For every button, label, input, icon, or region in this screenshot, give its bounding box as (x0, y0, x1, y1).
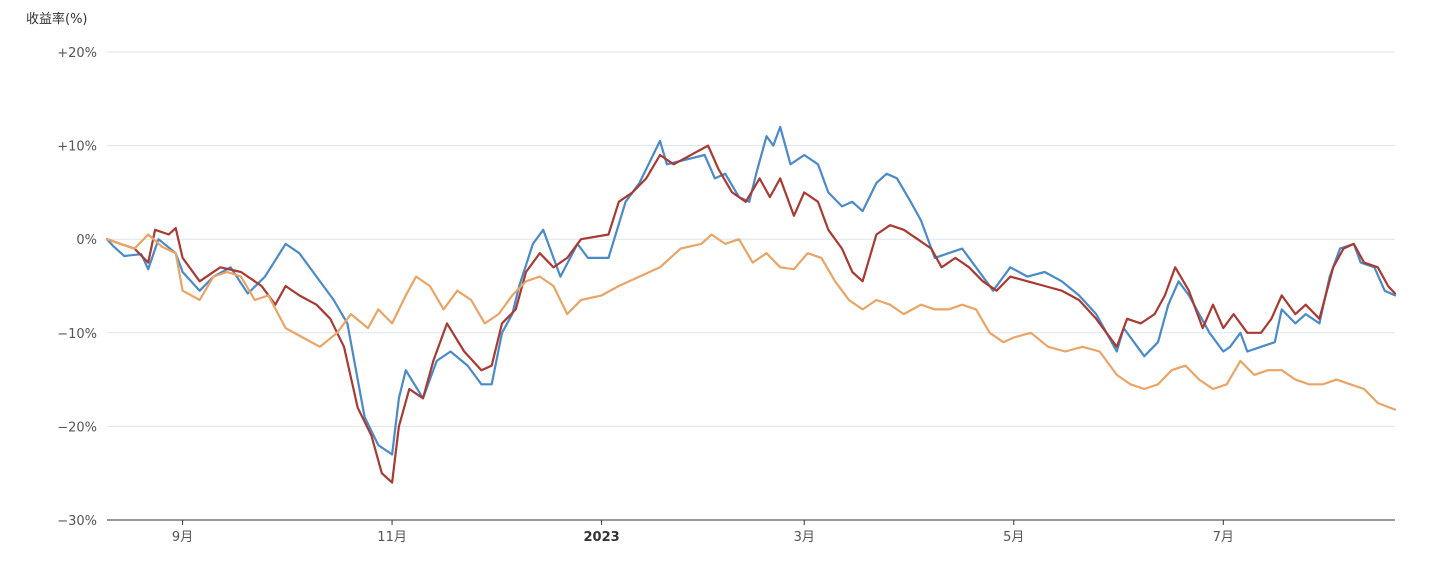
y-tick-label: −30% (57, 514, 97, 529)
y-tick-label: +10% (57, 140, 97, 155)
x-tick-label: 2023 (583, 530, 619, 545)
x-tick-label: 11月 (377, 530, 407, 545)
series-line-1 (105, 125, 1397, 456)
x-tick-label: 9月 (172, 530, 193, 545)
y-axis-title: 收益率(%) (26, 12, 88, 27)
series-line-2 (105, 144, 1397, 484)
x-tick-label: 3月 (794, 530, 815, 545)
x-tick-label: 5月 (1003, 530, 1024, 545)
y-tick-label: +20% (57, 46, 97, 61)
y-tick-label: −20% (57, 420, 97, 435)
series-line-3 (105, 233, 1397, 411)
x-tick-label: 7月 (1213, 530, 1234, 545)
y-tick-label: 0% (76, 233, 97, 248)
y-tick-label: −10% (57, 327, 97, 342)
